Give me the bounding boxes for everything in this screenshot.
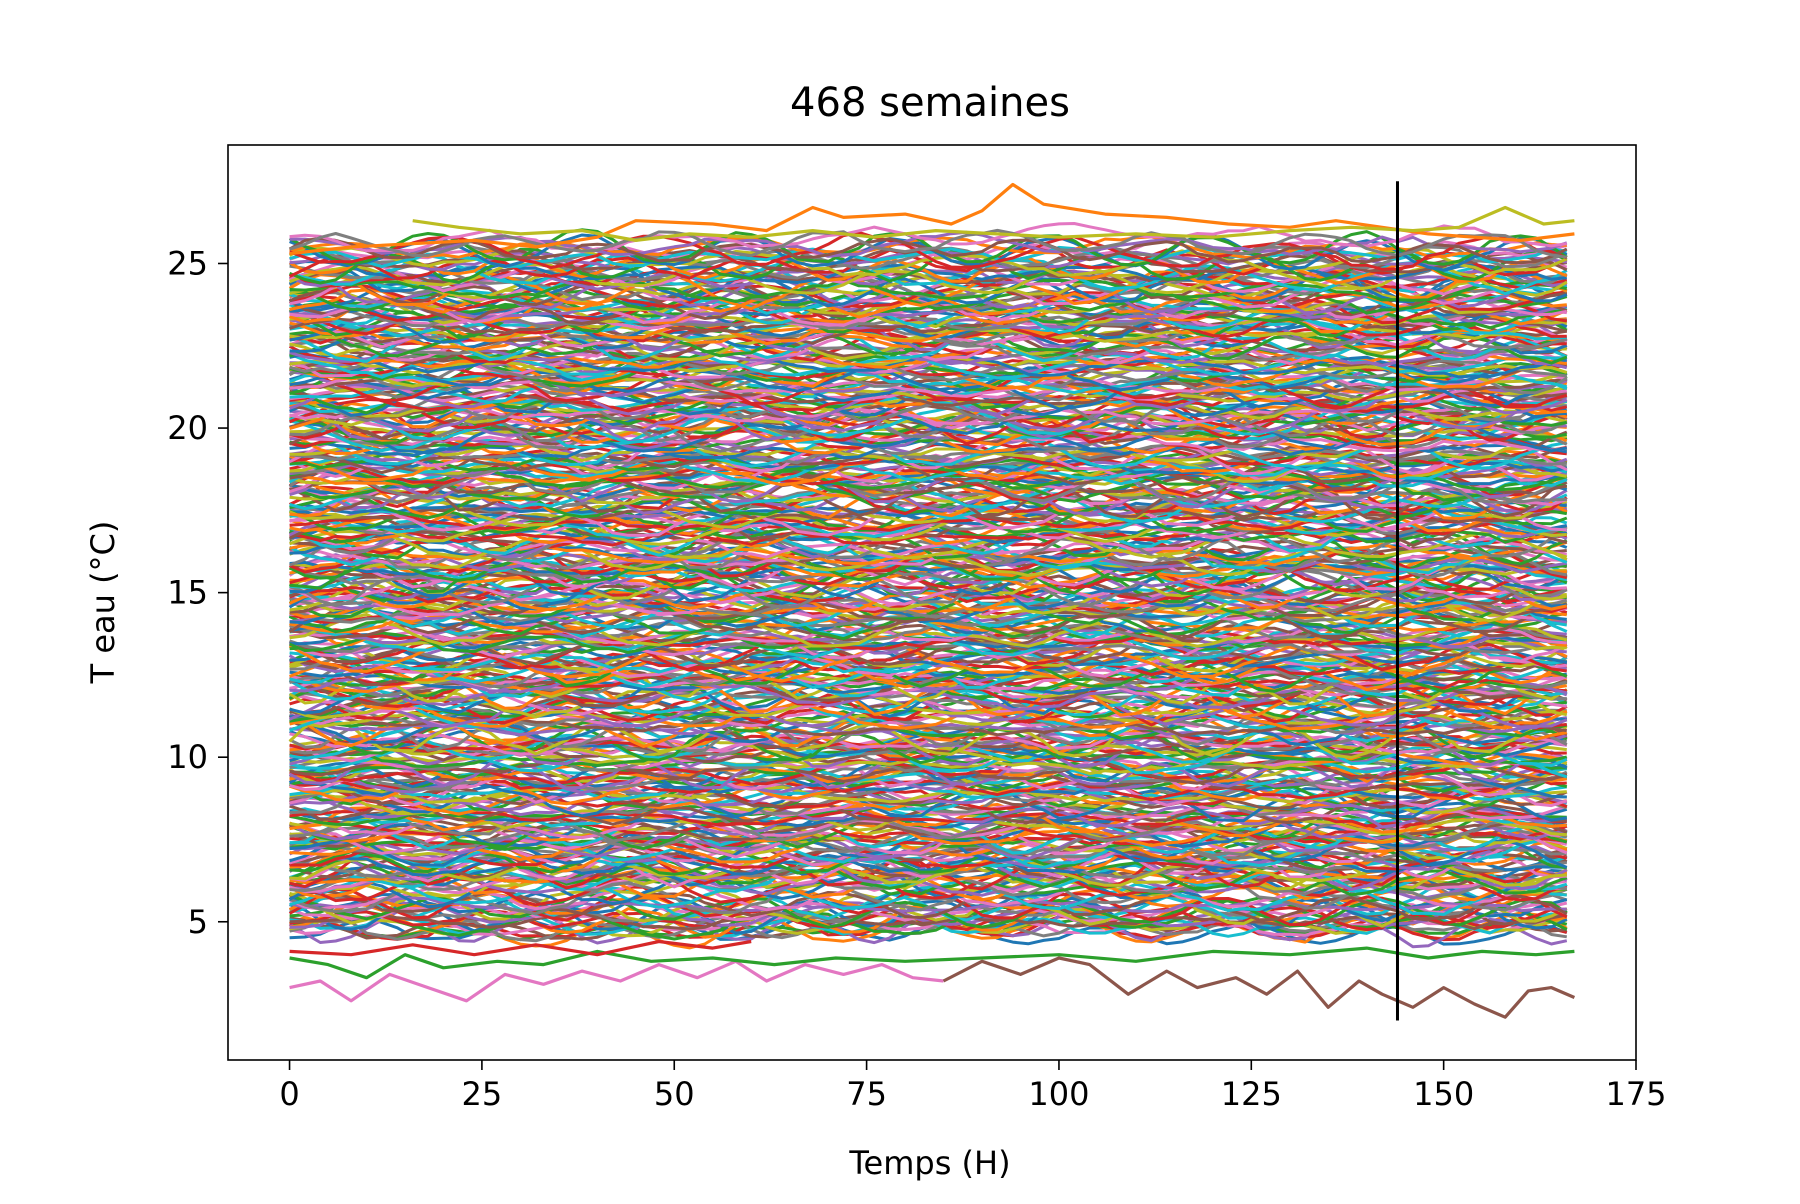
chart-title: 468 semaines <box>790 80 1070 126</box>
series-line <box>288 228 1568 267</box>
y-axis-ticks: 5 10 15 20 25 <box>167 244 228 941</box>
series-line <box>289 351 1567 382</box>
series-line <box>289 253 1568 296</box>
x-tick-label: 75 <box>846 1075 887 1113</box>
series-line <box>289 398 1567 427</box>
series-line <box>289 755 1567 786</box>
series-line <box>289 358 1568 388</box>
x-tick-label: 50 <box>654 1075 695 1113</box>
series-line <box>289 471 1568 496</box>
series-line <box>289 657 1568 695</box>
x-tick-label: 125 <box>1221 1075 1282 1113</box>
series-line <box>289 876 1567 916</box>
series-line <box>289 912 1568 937</box>
y-tick-label: 5 <box>188 903 208 941</box>
series-line <box>289 787 1568 812</box>
series-line <box>289 482 1568 515</box>
series-line <box>289 230 1568 271</box>
series-line <box>289 843 1568 871</box>
series-line-outlier <box>289 946 1575 980</box>
x-tick-label: 25 <box>462 1075 503 1113</box>
x-tick-label: 0 <box>279 1075 299 1113</box>
y-axis-label: T eau (°C) <box>84 521 122 685</box>
series-line <box>288 695 1568 729</box>
series-line <box>289 373 1568 398</box>
series-line <box>289 577 1567 623</box>
series-line <box>289 804 1567 828</box>
x-tick-label: 150 <box>1413 1075 1474 1113</box>
series-line <box>289 807 1567 837</box>
y-tick-label: 15 <box>167 574 208 612</box>
series-line <box>289 596 1567 620</box>
series-line <box>289 743 1568 779</box>
plot-frame <box>227 144 1637 1061</box>
x-axis-label: Temps (H) <box>848 1144 1010 1182</box>
series-line <box>289 627 1567 651</box>
series-line <box>289 698 1568 731</box>
series-line <box>289 773 1567 800</box>
x-axis-ticks: 0 25 50 75 100 125 150 175 <box>279 1060 1667 1113</box>
series-line <box>289 830 1568 861</box>
series-line <box>289 911 1568 931</box>
y-tick-label: 10 <box>167 738 208 776</box>
series-line-outlier <box>289 939 752 957</box>
x-tick-label: 175 <box>1605 1075 1666 1113</box>
y-tick-label: 25 <box>167 244 208 282</box>
series-line-outlier <box>289 182 1575 256</box>
series-line <box>289 852 1567 887</box>
series-lines <box>288 222 1568 950</box>
series-line <box>289 228 1568 259</box>
series-line <box>289 456 1568 485</box>
series-line <box>289 653 1568 689</box>
series-line <box>289 589 1568 624</box>
series-line <box>289 376 1568 403</box>
series-line-outlier <box>942 956 1576 1019</box>
x-tick-label: 100 <box>1028 1075 1089 1113</box>
series-line-outlier <box>412 205 1575 242</box>
series-line <box>289 343 1568 370</box>
series-line <box>289 527 1568 560</box>
series-line <box>288 609 1568 639</box>
series-line <box>289 288 1568 315</box>
series-line <box>289 314 1568 335</box>
series-line <box>289 278 1568 303</box>
series-line <box>289 637 1568 659</box>
series-line-outlier <box>289 959 944 1003</box>
y-tick-label: 20 <box>167 409 208 447</box>
series-line <box>289 346 1567 377</box>
series-line <box>289 566 1568 609</box>
series-line <box>289 785 1567 804</box>
highlight-series <box>289 182 1576 1019</box>
series-line <box>289 497 1568 518</box>
